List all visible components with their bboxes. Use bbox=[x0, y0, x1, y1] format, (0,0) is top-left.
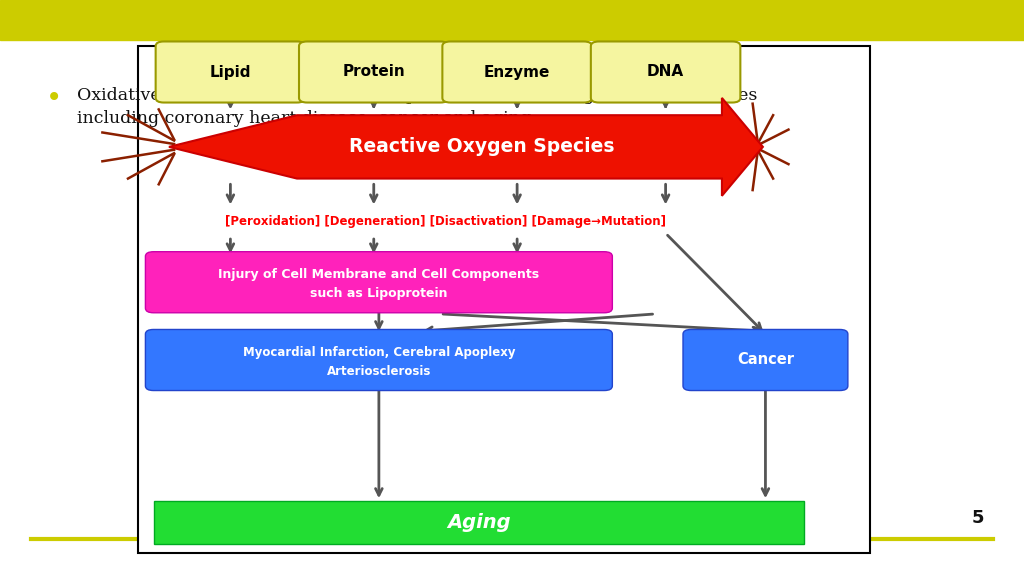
Text: Arteriosclerosis: Arteriosclerosis bbox=[327, 365, 431, 378]
Text: Reactive Oxygen Species: Reactive Oxygen Species bbox=[348, 138, 614, 156]
FancyBboxPatch shape bbox=[156, 41, 305, 103]
Text: Injury of Cell Membrane and Cell Components: Injury of Cell Membrane and Cell Compone… bbox=[218, 268, 540, 281]
FancyBboxPatch shape bbox=[145, 252, 612, 313]
Text: Lipid: Lipid bbox=[210, 65, 251, 79]
Text: Aging: Aging bbox=[446, 513, 511, 532]
FancyBboxPatch shape bbox=[591, 41, 740, 103]
Text: Enzyme: Enzyme bbox=[484, 65, 550, 79]
FancyBboxPatch shape bbox=[145, 329, 612, 391]
Text: DNA: DNA bbox=[647, 65, 684, 79]
Text: including coronary heart disease, cancer and aging.: including coronary heart disease, cancer… bbox=[77, 109, 537, 127]
Text: such as Lipoprotein: such as Lipoprotein bbox=[310, 287, 447, 300]
Bar bbox=[0, 0, 1024, 40]
Text: [Peroxidation] [Degeneration] [Disactivation] [Damage→Mutation]: [Peroxidation] [Degeneration] [Disactiva… bbox=[225, 215, 666, 228]
Text: 5: 5 bbox=[972, 509, 984, 528]
FancyBboxPatch shape bbox=[299, 41, 449, 103]
Text: Protein: Protein bbox=[342, 65, 406, 79]
Text: •: • bbox=[46, 84, 62, 112]
FancyBboxPatch shape bbox=[138, 46, 870, 553]
Text: Myocardial Infarction, Cerebral Apoplexy: Myocardial Infarction, Cerebral Apoplexy bbox=[243, 346, 515, 359]
Text: Oxidative stress involve in the development of chronic degenerative diseases: Oxidative stress involve in the developm… bbox=[77, 86, 757, 104]
Polygon shape bbox=[169, 98, 763, 196]
FancyBboxPatch shape bbox=[683, 329, 848, 391]
Text: Cancer: Cancer bbox=[737, 353, 794, 367]
FancyBboxPatch shape bbox=[154, 501, 804, 544]
FancyBboxPatch shape bbox=[442, 41, 592, 103]
